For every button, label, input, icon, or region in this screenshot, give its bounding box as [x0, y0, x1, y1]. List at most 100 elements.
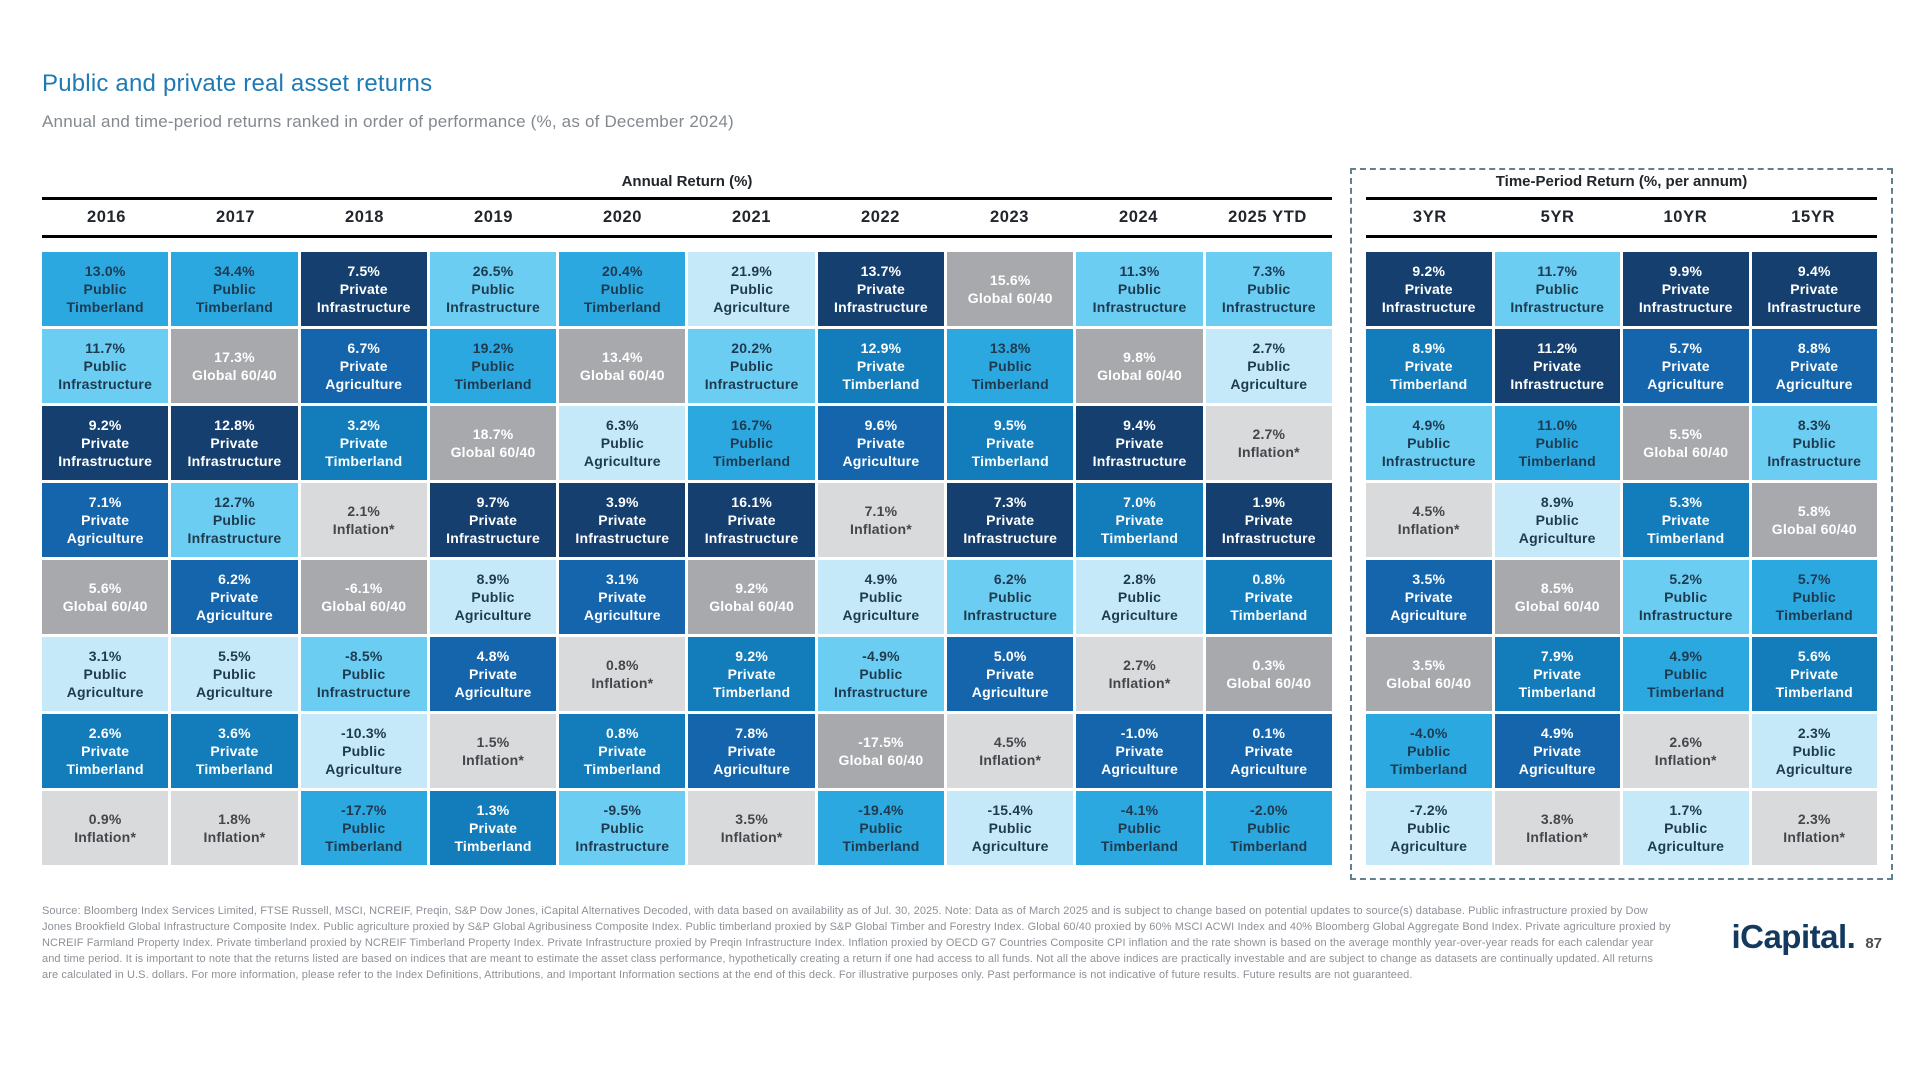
return-value: 6.3%	[605, 417, 639, 433]
return-value: -4.1%	[1120, 802, 1159, 818]
return-cell: -4.1% Public Timberland	[1076, 791, 1203, 865]
return-value: 0.8%	[605, 657, 639, 673]
return-value: 9.7%	[476, 494, 510, 510]
asset-label: Public Agriculture	[325, 743, 403, 777]
asset-label: Private Infrastructure	[1221, 512, 1316, 546]
icapital-logo: iCapital.	[1731, 918, 1856, 955]
return-value: 0.8%	[605, 725, 639, 741]
asset-label: Public Infrastructure	[704, 358, 799, 392]
return-cell: 9.4% Private Infrastructure	[1751, 252, 1877, 326]
asset-label: Private Infrastructure	[446, 512, 540, 546]
asset-label: Global 60/40	[579, 367, 665, 383]
return-cell: 9.8% Global 60/40	[1076, 329, 1203, 403]
page-title: Public and private real asset returns	[42, 70, 433, 97]
return-cell: 8.3% Public Infrastructure	[1751, 406, 1877, 480]
return-value: 3.9%	[605, 494, 639, 510]
return-cell: 6.3% Public Agriculture	[559, 406, 686, 480]
return-cell: 12.7% Public Infrastructure	[171, 483, 298, 557]
asset-label: Public Timberland	[1647, 666, 1725, 700]
return-cell: 4.5% Inflation*	[1366, 483, 1492, 557]
annual-return-title: Annual Return (%)	[621, 173, 753, 190]
asset-label: Public Infrastructure	[58, 358, 153, 392]
column-header: 2019	[473, 208, 514, 226]
asset-label: Inflation*	[203, 829, 266, 845]
return-value: 8.8%	[1797, 340, 1831, 356]
return-value: 34.4%	[214, 263, 255, 279]
return-cell: 8.5% Global 60/40	[1494, 560, 1620, 634]
asset-label: Public Agriculture	[713, 281, 791, 315]
asset-label: Inflation*	[1654, 752, 1717, 768]
asset-label: Private Agriculture	[1390, 589, 1468, 623]
asset-label: Public Timberland	[66, 281, 144, 315]
asset-label: Private Infrastructure	[834, 281, 928, 315]
asset-label: Public Timberland	[1775, 589, 1853, 623]
return-value: 5.6%	[88, 580, 122, 596]
return-cell: 3.1% Public Agriculture	[42, 637, 169, 711]
return-cell: 2.7% Public Agriculture	[1205, 329, 1332, 403]
column-header: 15YR	[1791, 208, 1835, 226]
return-cell: 6.2% Private Agriculture	[171, 560, 298, 634]
return-cell: 0.8% Private Timberland	[559, 714, 686, 788]
return-cell: -10.3% Public Agriculture	[300, 714, 427, 788]
return-value: 5.3%	[1669, 494, 1703, 510]
asset-label: Public Infrastructure	[1510, 281, 1605, 315]
return-cell: 4.5% Inflation*	[947, 714, 1074, 788]
return-value: 4.9%	[864, 571, 898, 587]
column-header: 2023	[989, 208, 1030, 226]
return-value: 15.6%	[989, 272, 1031, 288]
return-cell: 0.8% Inflation*	[559, 637, 686, 711]
asset-label: Public Infrastructure	[1092, 281, 1187, 315]
return-value: 0.9%	[88, 811, 122, 827]
return-cell: 3.6% Private Timberland	[171, 714, 298, 788]
return-cell: 8.9% Private Timberland	[1366, 329, 1492, 403]
return-cell: 34.4% Public Timberland	[171, 252, 298, 326]
return-column: 20.4% Public Timberland 13.4% Global 60/40 6…	[559, 252, 686, 865]
return-cell: 7.9% Private Timberland	[1494, 637, 1620, 711]
return-value: 5.5%	[218, 648, 251, 664]
asset-label: Private Agriculture	[1647, 358, 1725, 392]
return-cell: 26.5% Public Infrastructure	[429, 252, 557, 326]
return-value: 1.3%	[476, 802, 510, 818]
asset-label: Private Timberland	[454, 820, 532, 854]
return-value: 7.3%	[1252, 263, 1286, 279]
return-value: 9.8%	[1123, 349, 1156, 365]
column-header: 2018	[344, 208, 385, 226]
asset-label: Private Agriculture	[583, 589, 661, 623]
asset-label: Inflation*	[849, 521, 912, 537]
return-value: 2.7%	[1252, 426, 1286, 442]
return-column: 34.4% Public Timberland 17.3% Global 60/40 1…	[171, 252, 298, 865]
return-cell: 20.2% Public Infrastructure	[688, 329, 815, 403]
column-header: 2024	[1118, 208, 1159, 226]
asset-label: Private Timberland	[1100, 512, 1179, 546]
return-cell: 3.5% Inflation*	[688, 791, 815, 865]
asset-label: Private Infrastructure	[704, 512, 799, 546]
return-column: 26.5% Public Infrastructure 19.2% Public Ti…	[429, 252, 557, 865]
return-value: 3.1%	[88, 648, 122, 664]
brand-block: iCapital. 87	[1700, 918, 1882, 956]
return-value: 7.3%	[993, 494, 1027, 510]
asset-label: Private Timberland	[1390, 358, 1468, 392]
return-value: 1.7%	[1669, 802, 1703, 818]
return-value: 4.5%	[993, 734, 1027, 750]
return-cell: -4.9% Public Infrastructure	[817, 637, 945, 711]
asset-label: Private Timberland	[713, 666, 791, 700]
return-value: 7.0%	[1123, 494, 1156, 510]
return-value: -7.2%	[1409, 802, 1448, 818]
asset-label: Public Agriculture	[1390, 820, 1468, 854]
return-value: 8.9%	[1412, 340, 1446, 356]
column-header: 2021	[731, 208, 772, 226]
return-value: 5.2%	[1669, 571, 1703, 587]
asset-label: Public Agriculture	[1230, 358, 1308, 392]
annual-return-table: Annual Return (%) 2016 2017 2018 2019 2020 20…	[42, 173, 1332, 865]
asset-label: Global 60/40	[62, 598, 148, 614]
return-value: 8.9%	[1540, 494, 1574, 510]
return-cell: 4.9% Public Infrastructure	[1366, 406, 1492, 480]
source-disclaimer-text: Source: Bloomberg Index Services Limited…	[42, 905, 1671, 981]
return-value: 0.3%	[1252, 657, 1286, 673]
return-cell: 12.8% Private Infrastructure	[171, 406, 298, 480]
return-value: 16.7%	[731, 417, 772, 433]
return-cell: 8.9% Public Agriculture	[429, 560, 557, 634]
return-column: 15.6% Global 60/40 13.8% Public Timberland 9…	[947, 252, 1074, 865]
return-value: 20.4%	[601, 263, 643, 279]
asset-label: Public Agriculture	[1775, 743, 1853, 777]
